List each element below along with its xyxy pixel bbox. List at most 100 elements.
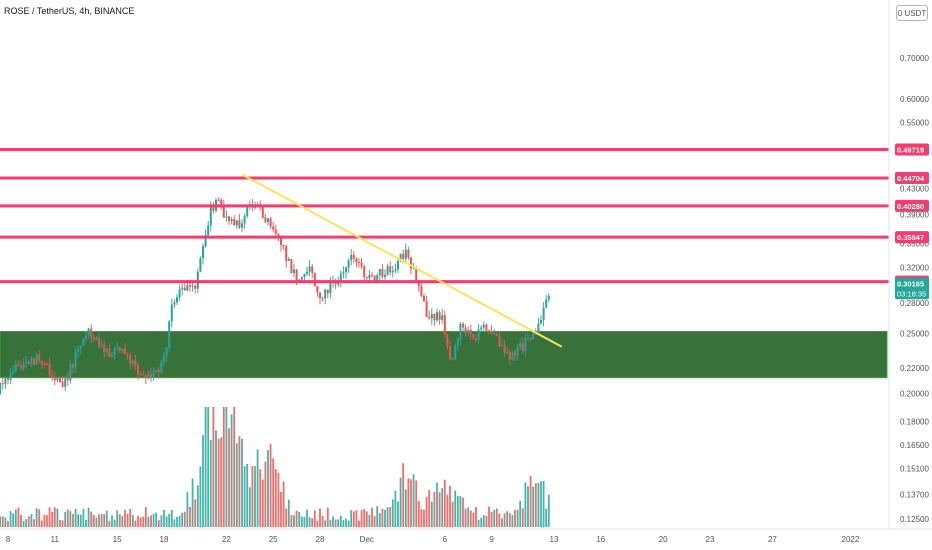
candle-body: [490, 331, 493, 335]
candle-body: [137, 365, 139, 374]
candle-body: [87, 328, 90, 336]
candle-body: [469, 329, 472, 335]
time-axis[interactable]: 8 11 15 18 22 25 28 Dec 6 9 13 16 20 23 27 2022: [6, 535, 860, 544]
candle-body: [443, 315, 446, 334]
volume-bar: [178, 515, 181, 527]
volume-bar: [264, 461, 267, 527]
candle-body: [285, 246, 288, 261]
descending-trendline[interactable]: [241, 173, 563, 348]
currency-selector-button[interactable]: 0 USDT: [896, 5, 928, 21]
candle-body: [397, 260, 399, 270]
volume-bar: [493, 509, 496, 527]
candle-body: [51, 374, 54, 377]
candle-body: [503, 344, 506, 354]
candle-body: [142, 374, 145, 376]
volume-bar: [155, 512, 158, 527]
volume-bar: [272, 458, 275, 527]
volume-bar: [482, 514, 485, 527]
volume-bar: [121, 516, 124, 527]
candle-body: [111, 354, 113, 357]
candle-body: [280, 238, 282, 246]
candle-body: [381, 268, 384, 277]
candle-body: [464, 327, 467, 333]
candle-body: [524, 338, 527, 352]
candle-body: [480, 327, 483, 330]
level-price-badge: [895, 171, 929, 184]
volume-bar: [202, 435, 204, 527]
volume-bar: [313, 510, 316, 527]
candle-body: [547, 295, 550, 300]
volume-bar: [514, 509, 516, 527]
candle-body: [529, 337, 532, 340]
candle-body: [272, 226, 275, 230]
candle-body: [459, 323, 462, 340]
candle-body: [183, 287, 186, 291]
candle-body: [532, 331, 535, 340]
candle-body: [389, 266, 392, 273]
candle-body: [233, 219, 236, 226]
candle-body: [157, 370, 160, 372]
volume-bar: [137, 515, 139, 527]
time-tick-label: 11: [51, 535, 60, 544]
price-tick-label: 0.43000: [900, 184, 929, 193]
volume-bar: [168, 513, 171, 527]
candle-body: [378, 268, 381, 276]
volume-bar: [462, 497, 464, 527]
volume-bar: [46, 515, 48, 527]
candle-body: [74, 351, 77, 368]
volume-bar: [17, 507, 20, 527]
volume-bar: [524, 482, 527, 527]
volume-bar: [82, 508, 85, 527]
candle-body: [311, 266, 314, 273]
volume-bar: [332, 516, 334, 527]
candle-body: [69, 364, 72, 381]
volume-bar: [30, 514, 33, 527]
volume-bar: [503, 513, 506, 527]
candle-body: [48, 364, 51, 375]
candle-body: [472, 334, 475, 339]
volume-bar: [92, 514, 95, 527]
time-tick-label: 20: [659, 535, 668, 544]
volume-bar: [176, 517, 178, 527]
candle-body: [371, 274, 373, 276]
trendline-layer[interactable]: [241, 173, 563, 348]
candle-body: [181, 287, 184, 290]
level-price-badge: [895, 231, 929, 244]
candle-body: [540, 319, 542, 324]
volume-bar: [293, 515, 295, 527]
candle-body: [355, 258, 358, 262]
volume-bar: [355, 510, 358, 527]
candle-body: [207, 225, 210, 236]
candle-body: [178, 289, 181, 298]
volume-bar: [360, 509, 363, 527]
price-badges: 0.497190.447040.402800.358470.303530.301…: [895, 143, 929, 300]
volume-bar: [142, 516, 145, 527]
volume-bar: [215, 430, 217, 527]
volume-bar: [189, 507, 191, 527]
volume-bar: [228, 428, 230, 527]
volume-bar: [251, 465, 254, 527]
candle-body: [235, 220, 238, 226]
candle-body: [545, 299, 548, 308]
candle-body: [230, 219, 233, 222]
candle-body: [168, 321, 171, 348]
candle-body: [345, 267, 347, 273]
volume-bar: [66, 509, 69, 527]
candle-body: [186, 285, 189, 291]
candle-body: [321, 298, 324, 300]
candle-body: [79, 345, 82, 349]
candle-body: [222, 205, 225, 218]
support-zone[interactable]: [0, 330, 888, 379]
candle-body: [415, 268, 418, 281]
volume-bar: [233, 407, 236, 527]
horizontal-levels[interactable]: [0, 148, 889, 284]
candle-body: [20, 365, 22, 369]
volume-bar: [345, 518, 347, 527]
candle-body: [95, 337, 98, 340]
volume-bar: [35, 508, 38, 527]
candle-body: [506, 352, 509, 354]
volume-bar: [124, 509, 126, 527]
volume-bar: [53, 507, 56, 527]
time-tick-label: Dec: [360, 535, 374, 544]
